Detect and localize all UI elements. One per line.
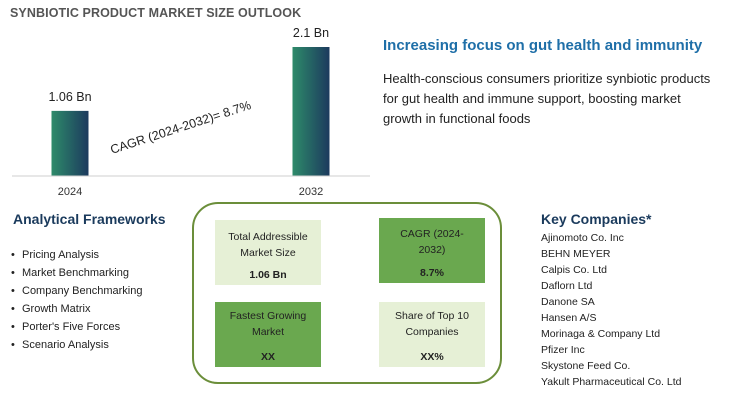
list-item: Yakult Pharmaceutical Co. Ltd xyxy=(541,376,682,388)
tam-card: Total Addressible Market Size 1.06 Bn xyxy=(215,220,321,285)
x-tick-label: 2024 xyxy=(58,186,82,198)
list-item: Skystone Feed Co. xyxy=(541,360,631,372)
list-item: Growth Matrix xyxy=(11,300,142,318)
market-size-chart: 1.06 Bn 2024 2.1 Bn 2032 CAGR (2024-2032)= … xyxy=(12,26,370,198)
bar-2032 xyxy=(292,47,330,176)
value-label: 1.06 Bn xyxy=(48,90,91,104)
list-item: Scenario Analysis xyxy=(11,336,142,354)
x-tick-label: 2032 xyxy=(299,186,323,198)
tam-label: Total Addressible Market Size xyxy=(228,231,308,259)
fastest-value: XX xyxy=(260,351,275,363)
cagr-label: CAGR (2024-2032) xyxy=(400,228,464,256)
list-item: Market Benchmarking xyxy=(11,264,142,282)
metrics-panel: Total Addressible Market Size 1.06 Bn CA… xyxy=(192,202,502,384)
list-item: BEHN MEYER xyxy=(541,248,611,260)
list-item: Porter's Five Forces xyxy=(11,318,142,336)
value-label: 2.1 Bn xyxy=(293,26,329,40)
list-item: Pricing Analysis xyxy=(11,246,142,264)
fastest-label: Fastest Growing Market xyxy=(229,310,307,338)
cagr-annotation: CAGR (2024-2032)= 8.7% xyxy=(109,98,253,157)
list-item: Daflorn Ltd xyxy=(541,280,593,292)
description: Health-conscious consumers prioritize sy… xyxy=(383,71,711,126)
cagr-value: 8.7% xyxy=(420,267,444,279)
list-item: Morinaga & Company Ltd xyxy=(541,328,661,340)
list-item: Calpis Co. Ltd xyxy=(541,264,607,276)
frameworks-title: Analytical Frameworks xyxy=(13,211,166,227)
companies-title: Key Companies* xyxy=(541,211,652,227)
list-item: Company Benchmarking xyxy=(11,282,142,300)
companies-list: Ajinomoto Co. Inc BEHN MEYER Calpis Co. … xyxy=(541,230,681,390)
cagr-card: CAGR (2024-2032) 8.7% xyxy=(379,218,485,283)
list-item: Pfizer Inc xyxy=(541,344,585,356)
frameworks-list: Pricing Analysis Market Benchmarking Com… xyxy=(11,246,142,354)
share-value: XX% xyxy=(420,351,444,363)
list-item: Hansen A/S xyxy=(541,312,597,324)
headline: Increasing focus on gut health and immun… xyxy=(383,37,703,54)
list-item: Danone SA xyxy=(541,296,595,308)
list-item: Ajinomoto Co. Inc xyxy=(541,232,624,244)
share-label: Share of Top 10 Companies xyxy=(395,310,469,338)
tam-value: 1.06 Bn xyxy=(249,269,287,281)
share-card: Share of Top 10 Companies XX% xyxy=(379,302,485,367)
fastest-card: Fastest Growing Market XX xyxy=(215,302,321,367)
chart-title: SYNBIOTIC PRODUCT MARKET SIZE OUTLOOK xyxy=(10,6,302,20)
bar-2024 xyxy=(51,110,89,176)
